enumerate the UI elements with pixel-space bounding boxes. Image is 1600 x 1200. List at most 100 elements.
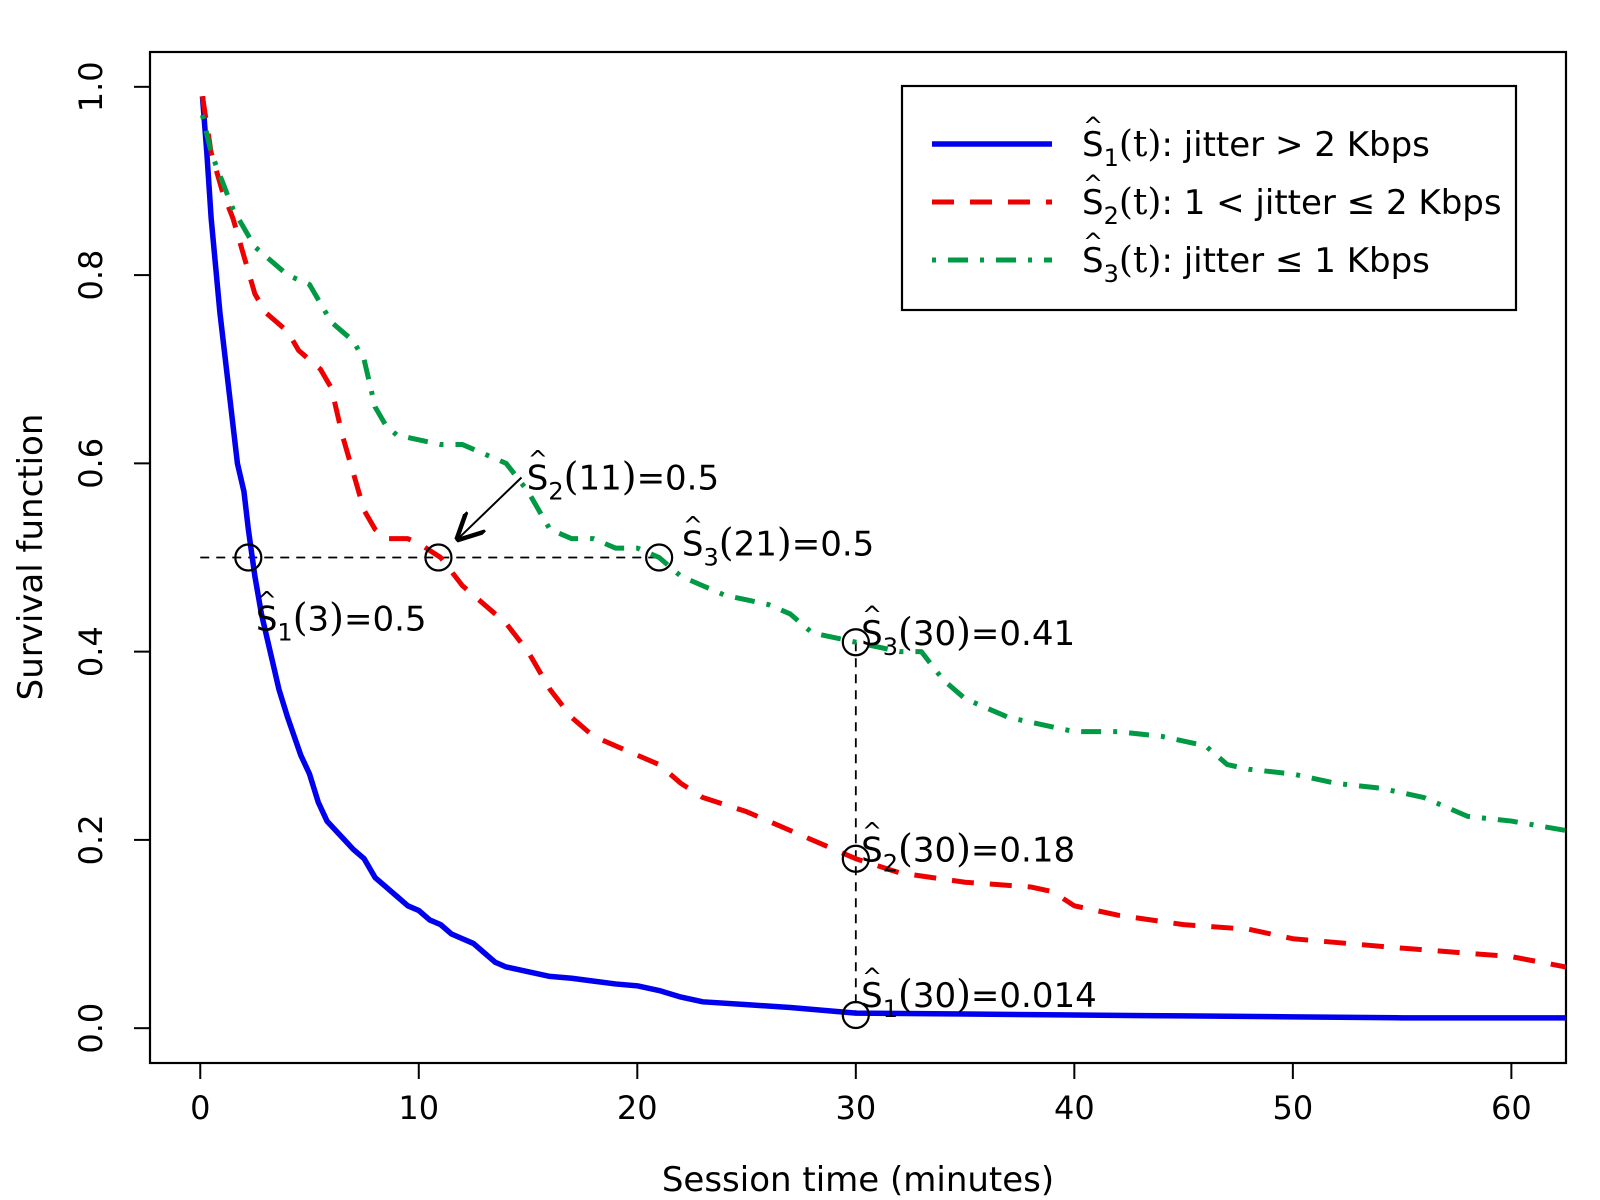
legend-box (900, 84, 1518, 312)
reference-lines (200, 556, 857, 1015)
x-tick-label: 40 (1054, 1089, 1095, 1127)
annotation-arrow (458, 476, 523, 538)
paren-left: ( (719, 520, 734, 564)
annotation-label: S3(21)=0.5^ (682, 511, 874, 571)
symbol-arg: 11 (578, 458, 621, 498)
annotation-value: =0.5 (344, 600, 427, 640)
y-tick-label: 0.2 (72, 814, 110, 865)
symbol-subscript: 1 (883, 995, 898, 1023)
symbol-arg: (t) (1119, 240, 1162, 281)
annotation-label: S1(30)=0.014^ (861, 963, 1097, 1023)
hat-accent: ^ (862, 601, 882, 629)
legend-label: S2(t): 1 < jitter ≤ 2 Kbps^ (1082, 170, 1502, 230)
annotation-label: S2(30)=0.18^ (861, 817, 1075, 877)
hat-accent: ^ (1083, 228, 1103, 256)
symbol-arg: 30 (913, 614, 956, 654)
annotation-label: S3(30)=0.41^ (861, 601, 1075, 661)
svg-text:S2(11)=0.5: S2(11)=0.5 (527, 454, 719, 505)
paren-right: ) (329, 596, 344, 640)
y-axis: 0.0 0.2 0.4 0.6 0.8 1.0 (72, 61, 151, 1054)
series-line-1 (199, 96, 1566, 1021)
annotation-value: =0.5 (637, 458, 720, 498)
symbol-s: S (1082, 241, 1104, 281)
x-tick-label: 60 (1491, 1089, 1532, 1127)
legend-text: : jitter > 2 Kbps (1161, 125, 1429, 165)
svg-text:S1(30)=0.014: S1(30)=0.014 (861, 972, 1097, 1023)
annotation-value: =0.014 (971, 976, 1097, 1016)
symbol-subscript: 2 (1104, 202, 1119, 230)
y-tick-label: 1.0 (72, 61, 110, 112)
svg-text:S2(t): 1 < jitter ≤ 2 Kbps: S2(t): 1 < jitter ≤ 2 Kbps (1082, 182, 1502, 230)
legend-label: S3(t): jitter ≤ 1 Kbps^ (1082, 228, 1430, 288)
symbol-s: S (527, 458, 549, 498)
x-tick-label: 50 (1272, 1089, 1313, 1127)
median-marker (841, 628, 870, 657)
symbol-s: S (256, 600, 278, 640)
svg-text:S2(30)=0.18: S2(30)=0.18 (861, 826, 1075, 877)
paren-right: ) (956, 826, 971, 870)
paren-right: ) (622, 454, 637, 498)
svg-text:S3(t): jitter ≤ 1 Kbps: S3(t): jitter ≤ 1 Kbps (1082, 240, 1430, 288)
paren-right: ) (777, 520, 792, 564)
symbol-subscript: 1 (277, 619, 292, 647)
symbol-subscript: 1 (1104, 144, 1119, 172)
annotation-value: =0.5 (792, 524, 875, 564)
median-marker (645, 543, 674, 572)
y-axis-label: Survival function (11, 414, 51, 701)
annotation-value: =0.41 (971, 614, 1075, 654)
hat-accent: ^ (1083, 112, 1103, 140)
symbol-s: S (1082, 125, 1104, 165)
x-tick-label: 30 (835, 1089, 876, 1127)
annotation-label: S2(11)=0.5^ (527, 445, 719, 505)
median-marker (841, 1000, 870, 1030)
svg-text:S1(3)=0.5: S1(3)=0.5 (256, 596, 427, 647)
hat-accent: ^ (862, 817, 882, 845)
annotation-value: =0.18 (971, 830, 1075, 870)
svg-text:S3(21)=0.5: S3(21)=0.5 (682, 520, 874, 571)
symbol-s: S (861, 614, 883, 654)
paren-left: ( (898, 826, 913, 870)
paren-left: ( (898, 610, 913, 654)
symbol-arg: (t) (1119, 182, 1162, 223)
marker-layer (234, 543, 870, 1030)
x-axis-label: Session time (minutes) (662, 1160, 1054, 1200)
paren-left: ( (564, 454, 579, 498)
legend-text: : jitter ≤ 1 Kbps (1161, 241, 1429, 281)
series-layer (199, 95, 1566, 1021)
symbol-s: S (861, 976, 883, 1016)
symbol-s: S (682, 524, 704, 564)
x-tick-label: 10 (398, 1089, 439, 1127)
y-tick-label: 0.4 (72, 626, 110, 677)
hat-accent: ^ (528, 445, 548, 473)
paren-right: ) (956, 610, 971, 654)
x-tick-label: 0 (190, 1089, 210, 1127)
annotation-label: S1(3)=0.5^ (256, 587, 427, 647)
legend-label: S1(t): jitter > 2 Kbps^ (1082, 112, 1430, 172)
symbol-subscript: 3 (883, 633, 898, 661)
symbol-subscript: 3 (1104, 260, 1119, 288)
y-tick-label: 0.0 (72, 1003, 110, 1054)
median-marker (424, 543, 453, 572)
svg-text:S1(t): jitter > 2 Kbps: S1(t): jitter > 2 Kbps (1082, 124, 1430, 172)
svg-text:S3(30)=0.41: S3(30)=0.41 (861, 610, 1075, 661)
paren-left: ( (898, 972, 913, 1016)
y-tick-label: 0.8 (72, 250, 110, 301)
x-axis: 0 10 20 30 40 50 60 (190, 1062, 1532, 1127)
symbol-arg: (t) (1119, 124, 1162, 165)
annotation-layer: S1(3)=0.5^S2(11)=0.5^S3(21)=0.5^S3(30)=0… (256, 445, 1097, 1023)
hat-accent: ^ (862, 963, 882, 991)
paren-right: ) (956, 972, 971, 1016)
symbol-subscript: 2 (548, 477, 563, 505)
paren-left: ( (293, 596, 308, 640)
legend-text: : 1 < jitter ≤ 2 Kbps (1161, 183, 1501, 223)
hat-accent: ^ (1083, 170, 1103, 198)
symbol-arg: 30 (913, 976, 956, 1016)
x-tick-label: 20 (617, 1089, 658, 1127)
hat-accent: ^ (683, 511, 703, 539)
symbol-s: S (1082, 183, 1104, 223)
symbol-subscript: 3 (704, 543, 719, 571)
median-marker (841, 844, 870, 873)
symbol-arg: 3 (308, 600, 330, 640)
median-marker (234, 543, 263, 572)
